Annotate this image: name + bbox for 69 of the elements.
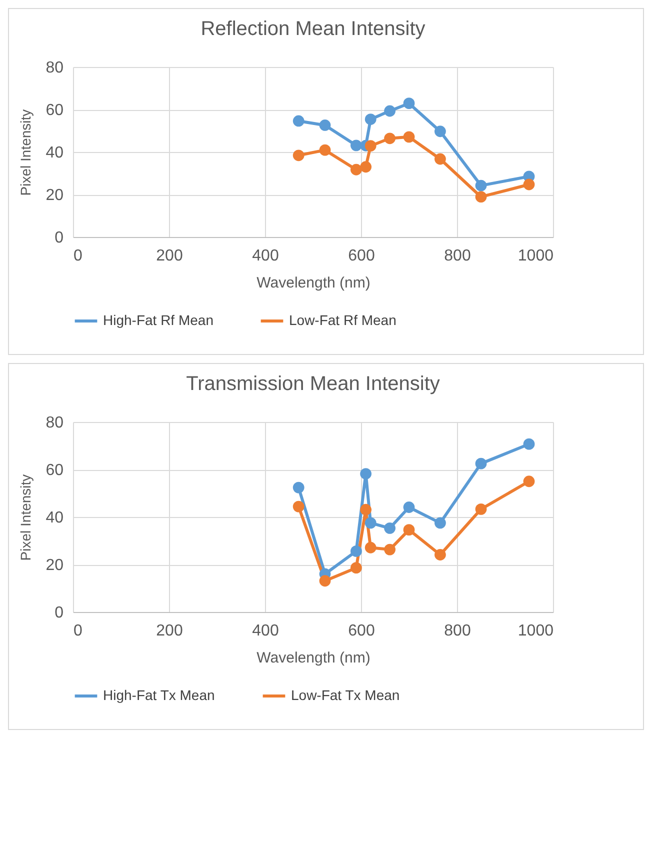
y-tick-label: 60 [46, 462, 64, 479]
point [350, 140, 362, 152]
point [403, 131, 415, 143]
point [384, 105, 396, 117]
point [475, 180, 487, 192]
chart-title: Transmission Mean Intensity [186, 373, 440, 395]
y-axis-title: Pixel Intensity [18, 109, 34, 196]
point [360, 504, 372, 516]
point [319, 120, 331, 131]
y-tick-label: 20 [46, 557, 64, 574]
point [434, 153, 446, 165]
point [475, 191, 487, 203]
y-tick-label: 40 [46, 510, 64, 526]
x-axis-title: Wavelength (nm) [256, 650, 370, 666]
point [523, 178, 535, 190]
y-tick-label: 20 [46, 187, 64, 204]
x-tick-label: 200 [156, 248, 183, 264]
point [350, 562, 362, 574]
point [523, 438, 535, 450]
point [403, 98, 415, 110]
x-tick-label: 0 [74, 622, 82, 640]
point [292, 115, 304, 127]
point [364, 542, 376, 554]
point [384, 132, 396, 144]
point [384, 544, 396, 556]
point [475, 458, 487, 470]
chart-title: Reflection Mean Intensity [200, 18, 426, 40]
point [350, 164, 362, 176]
legend-label: Low-Fat Rf Mean [289, 312, 396, 328]
point [360, 161, 372, 173]
x-tick-label: 1000 [518, 248, 554, 264]
point [434, 549, 446, 560]
point [475, 503, 487, 515]
x-tick-label: 0 [74, 248, 82, 264]
point [319, 144, 331, 156]
point [360, 468, 372, 480]
point [350, 546, 362, 557]
x-tick-label: 200 [156, 622, 183, 640]
point [364, 140, 376, 152]
y-tick-label: 0 [54, 230, 64, 246]
y-tick-label: 0 [54, 604, 64, 622]
y-tick-label: 60 [46, 102, 64, 119]
point [434, 126, 446, 138]
x-tick-label: 400 [252, 248, 279, 264]
point [292, 150, 304, 162]
y-axis-title: Pixel Intensity [18, 474, 34, 561]
x-axis-title: Wavelength (nm) [256, 274, 370, 292]
point [434, 517, 446, 529]
x-tick-label: 800 [444, 248, 471, 264]
point [523, 476, 535, 488]
point [403, 524, 415, 536]
y-tick-label: 80 [46, 60, 64, 76]
x-tick-label: 400 [252, 622, 279, 640]
point [292, 482, 304, 494]
point [292, 500, 304, 512]
point [364, 517, 376, 529]
point [364, 114, 376, 125]
x-tick-label: 800 [444, 622, 471, 640]
x-tick-label: 600 [348, 622, 375, 640]
legend-label: High-Fat Tx Mean [103, 687, 215, 703]
legend-label: High-Fat Rf Mean [103, 312, 214, 328]
x-tick-label: 600 [348, 248, 375, 264]
point [403, 502, 415, 513]
y-tick-label: 40 [46, 144, 64, 162]
x-tick-label: 1000 [518, 622, 554, 640]
point [319, 575, 331, 587]
y-tick-label: 80 [46, 414, 64, 432]
legend-label: Low-Fat Tx Mean [291, 687, 400, 703]
point [384, 522, 396, 534]
